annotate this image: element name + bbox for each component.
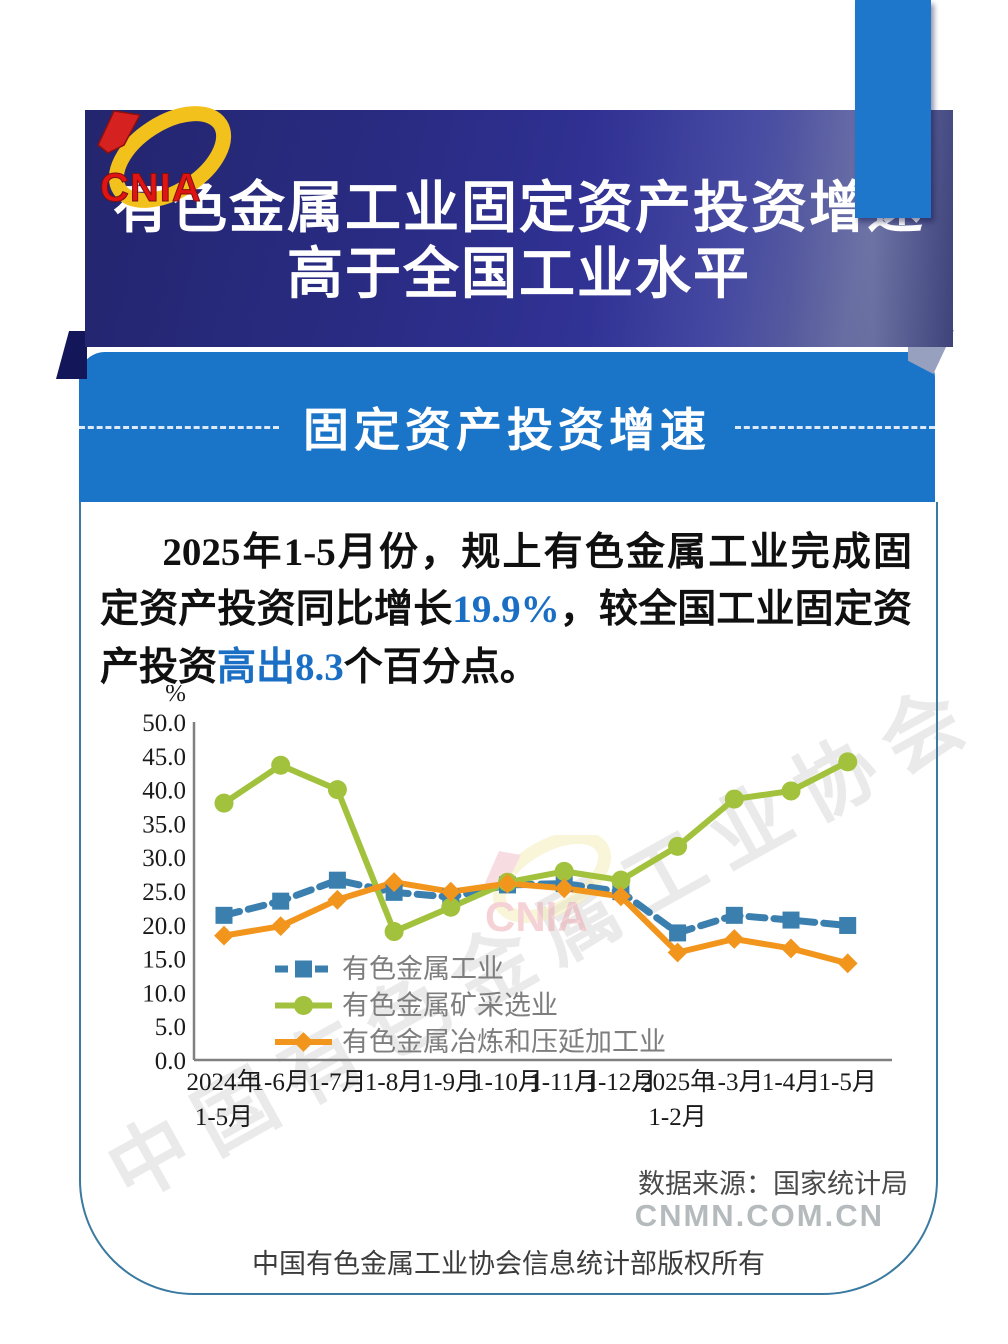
svg-text:1-10月: 1-10月 (472, 1069, 543, 1096)
svg-text:1-8月: 1-8月 (365, 1069, 423, 1096)
svg-text:40.0: 40.0 (142, 778, 186, 805)
summary-seg-1: 2025年1-5月份，规上有色金属工业完成固定资产投资同比增长 (100, 531, 912, 632)
svg-text:1-5月: 1-5月 (195, 1104, 253, 1131)
svg-text:1-12月: 1-12月 (585, 1069, 656, 1096)
site-watermark: CNMN.COM.CN (634, 1198, 884, 1233)
svg-text:0.0: 0.0 (155, 1048, 186, 1075)
summary-highlight-1: 19.9% (452, 588, 560, 632)
banner-title: 固定资产投资增速 (303, 405, 711, 456)
svg-text:30.0: 30.0 (142, 845, 186, 872)
svg-text:1-11月: 1-11月 (529, 1069, 599, 1096)
svg-text:有色金属矿采选业: 有色金属矿采选业 (342, 991, 558, 1021)
investment-chart: % 0.0 5.0 10.0 15.0 20.0 25.0 30.0 35.0 40.0 45.0 5… (132, 680, 962, 1145)
banner-dash-right (735, 425, 935, 429)
data-source-label: 数据来源：国家统计局 (638, 1169, 908, 1199)
svg-text:1-4月: 1-4月 (762, 1069, 820, 1096)
summary-seg-3: 个百分点。 (343, 645, 539, 689)
svg-text:10.0: 10.0 (142, 980, 186, 1007)
svg-text:1-5月: 1-5月 (819, 1069, 877, 1096)
svg-text:20.0: 20.0 (142, 913, 186, 940)
summary-seg-2: ，较全国工业固定资产投资 (100, 588, 912, 689)
svg-text:45.0: 45.0 (142, 744, 186, 771)
logo-text: CNIA (100, 166, 202, 210)
svg-text:2025年: 2025年 (640, 1068, 715, 1096)
svg-text:1-7月: 1-7月 (308, 1069, 366, 1096)
summary-highlight-2: 高出8.3 (217, 645, 344, 689)
summary-paragraph: 2025年1-5月份，规上有色金属工业完成固定资产投资同比增长19.9%，较全国… (100, 524, 912, 696)
svg-text:1-6月: 1-6月 (252, 1069, 310, 1096)
svg-text:%: % (165, 685, 186, 707)
header-fold-left (56, 331, 87, 379)
title-line-1: 有色金属工业固定资产投资增速 (113, 178, 925, 240)
cnia-logo: CNIA (97, 106, 232, 211)
svg-text:25.0: 25.0 (142, 879, 186, 906)
title-line-2: 高于全国工业水平 (287, 244, 751, 306)
svg-text:15.0: 15.0 (142, 947, 186, 974)
section-banner: 固定资产投资增速 (79, 352, 935, 502)
logo-ring (108, 106, 232, 208)
flame-icon (97, 110, 142, 154)
svg-text:35.0: 35.0 (142, 811, 186, 838)
svg-text:1-2月: 1-2月 (648, 1104, 706, 1131)
svg-text:2024年: 2024年 (186, 1068, 261, 1096)
svg-text:1-3月: 1-3月 (705, 1069, 763, 1096)
top-right-ribbon (855, 0, 931, 218)
copyright-footer: 中国有色金属工业协会信息统计部版权所有 (252, 1249, 765, 1279)
content-card: 中国有色金属工业协会 CNIA 2025年1-5月份，规上有色金属工业完成固定资… (79, 502, 994, 1295)
svg-text:5.0: 5.0 (155, 1014, 186, 1041)
svg-text:有色金属工业: 有色金属工业 (342, 954, 504, 984)
svg-text:1-9月: 1-9月 (422, 1069, 480, 1096)
svg-text:有色金属冶炼和压延加工业: 有色金属冶炼和压延加工业 (342, 1027, 666, 1057)
banner-dash-left (79, 425, 279, 429)
svg-text:50.0: 50.0 (142, 710, 186, 737)
chart-canvas: % 0.0 5.0 10.0 15.0 20.0 25.0 30.0 35.0 40.0 45.0 5… (142, 680, 892, 1131)
page-title: 有色金属工业固定资产投资增速 高于全国工业水平 (85, 176, 953, 308)
